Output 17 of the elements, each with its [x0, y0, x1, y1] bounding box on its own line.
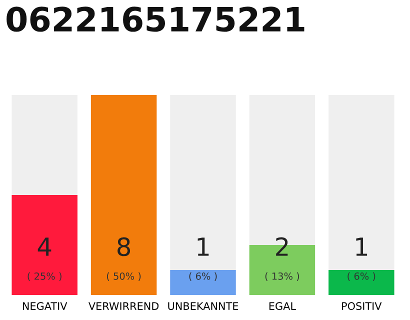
- x-tick-label: POSITIV: [342, 302, 382, 310]
- bar: [170, 270, 236, 295]
- chart-title: 0622165175221: [6, 6, 304, 32]
- x-tick-label: NEGATIV: [22, 302, 68, 310]
- annotation: ( 6% ): [189, 272, 217, 281]
- x-tick-label: VERWIRREND: [88, 302, 159, 310]
- annotation: ( 13% ): [265, 272, 300, 281]
- annotation: ( 6% ): [348, 272, 376, 281]
- data-label: 1: [356, 238, 368, 256]
- data-label: 4: [38, 238, 52, 256]
- data-label: 1: [198, 238, 209, 256]
- annotation: ( 25% ): [28, 272, 62, 281]
- annotation: ( 50% ): [106, 272, 141, 281]
- bar: [328, 270, 394, 295]
- data-label: 8: [118, 237, 130, 256]
- x-tick-label: UNBEKANNTE: [168, 302, 238, 310]
- x-tick-label: EGAL: [269, 302, 296, 310]
